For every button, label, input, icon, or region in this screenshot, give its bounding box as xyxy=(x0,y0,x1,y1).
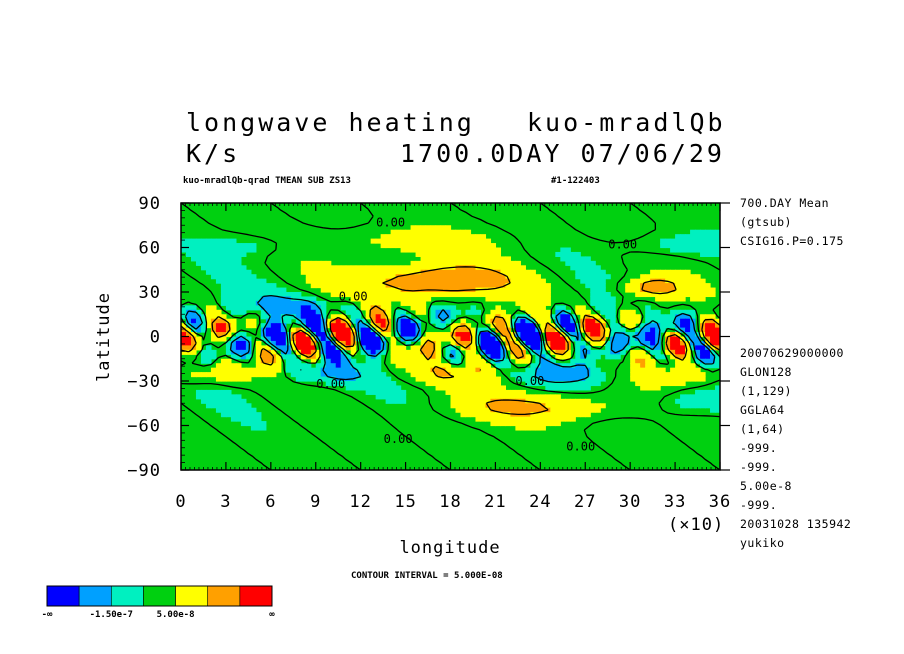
x-tick-label: 30 xyxy=(619,492,641,512)
colorbar-swatch xyxy=(110,585,144,607)
plot-area: 0.00 0.00 0.00 0.00 0.00 0.00 0.00 xyxy=(180,202,721,471)
side-info-line: -999. xyxy=(740,460,777,474)
side-info-line: (gtsub) xyxy=(740,215,792,229)
x-tick-label: 24 xyxy=(529,492,551,512)
contour-lines xyxy=(181,203,720,470)
x-axis: 0 3 6 9 12 15 18 21 24 27 30 33 36 xyxy=(175,203,731,512)
colorbar-label: ∞ xyxy=(269,610,275,620)
side-info-line: 20070629000000 xyxy=(740,346,844,360)
contour-label: 0.00 xyxy=(376,215,405,229)
contour-label: 0.00 xyxy=(316,377,345,391)
contour-label: 0.00 xyxy=(339,289,368,303)
x-tick-label: 27 xyxy=(574,492,596,512)
colorbar-label: -1.50e-7 xyxy=(90,610,133,620)
contour-line xyxy=(181,266,720,416)
side-info-line: (1,64) xyxy=(740,422,785,436)
x-multiplier-label: (×10) xyxy=(668,515,724,535)
y-tick-label: −90 xyxy=(127,461,161,481)
x-tick-label: 0 xyxy=(175,492,186,512)
side-info-line: CSIG16.P=0.175 xyxy=(740,234,844,248)
chart-units: K/s xyxy=(186,139,240,168)
side-info-line: -999. xyxy=(740,498,777,512)
side-info-line: 20031028 135942 xyxy=(740,517,851,531)
y-tick-label: −60 xyxy=(127,417,161,437)
side-info-line: (1,129) xyxy=(740,384,792,398)
colorbar: -∞ -1.50e-7 5.00e-8 ∞ xyxy=(42,585,275,620)
colorbar-frame xyxy=(46,585,273,607)
x-tick-label: 36 xyxy=(709,492,731,512)
x-tick-label: 15 xyxy=(394,492,416,512)
y-tick-label: −30 xyxy=(127,372,161,392)
chart-title-right: kuo-mradlQb xyxy=(527,108,726,137)
y-tick-label: 60 xyxy=(139,239,161,259)
colorbar-swatch xyxy=(175,585,209,607)
x-tick-label: 18 xyxy=(439,492,461,512)
y-tick-label: 30 xyxy=(139,283,161,303)
colorbar-label: 5.00e-8 xyxy=(157,610,195,620)
x-tick-label: 33 xyxy=(664,492,686,512)
contour-label: 0.00 xyxy=(566,439,595,453)
side-info-line: 5.00e-8 xyxy=(740,479,792,493)
side-info-line: GLON128 xyxy=(740,365,792,379)
chart-time: 1700.0DAY 07/06/29 xyxy=(400,139,725,168)
x-tick-label: 9 xyxy=(310,492,321,512)
heat-field xyxy=(181,225,720,431)
chart-subtitle-right: #1-122403 xyxy=(551,176,600,186)
side-info-line: 700.DAY Mean xyxy=(740,196,829,210)
chart-subtitle-left: kuo-mradlQb-qrad TMEAN SUB ZS13 xyxy=(183,176,351,186)
colorbar-swatch xyxy=(239,585,273,607)
side-info-top: 700.DAY Mean (gtsub) CSIG16.P=0.175 xyxy=(740,196,844,248)
contour-line xyxy=(184,294,716,384)
x-axis-label: longitude xyxy=(399,538,500,558)
side-info-line: -999. xyxy=(740,441,777,455)
side-info-bottom: 20070629000000 GLON128 (1,129) GGLA64 (1,64)… xyxy=(740,346,851,550)
contour-line xyxy=(181,203,720,470)
y-tick-label: 0 xyxy=(150,328,161,348)
x-tick-label: 21 xyxy=(484,492,506,512)
colorbar-swatch xyxy=(207,585,241,607)
colorbar-label: -∞ xyxy=(42,610,53,620)
colorbar-swatch xyxy=(143,585,176,607)
colorbar-swatch xyxy=(78,585,112,607)
contour-label: 0.00 xyxy=(384,432,413,446)
side-info-line: yukiko xyxy=(740,536,785,550)
x-tick-label: 3 xyxy=(220,492,231,512)
y-axis: 90 60 30 0 −30 −60 −90 xyxy=(127,194,730,481)
chart-title-left: longwave heating xyxy=(186,108,475,137)
contour-labels: 0.00 0.00 0.00 0.00 0.00 0.00 0.00 xyxy=(316,215,637,453)
contour-label: 0.00 xyxy=(608,238,637,252)
contour-label: 0.00 xyxy=(515,374,544,388)
contour-interval: CONTOUR INTERVAL = 5.000E-08 xyxy=(351,571,503,581)
colorbar-swatch xyxy=(46,585,80,607)
side-info-line: GGLA64 xyxy=(740,403,785,417)
x-tick-label: 6 xyxy=(265,492,276,512)
y-axis-label: latitude xyxy=(94,292,114,382)
x-tick-label: 12 xyxy=(349,492,371,512)
y-tick-label: 90 xyxy=(139,194,161,214)
